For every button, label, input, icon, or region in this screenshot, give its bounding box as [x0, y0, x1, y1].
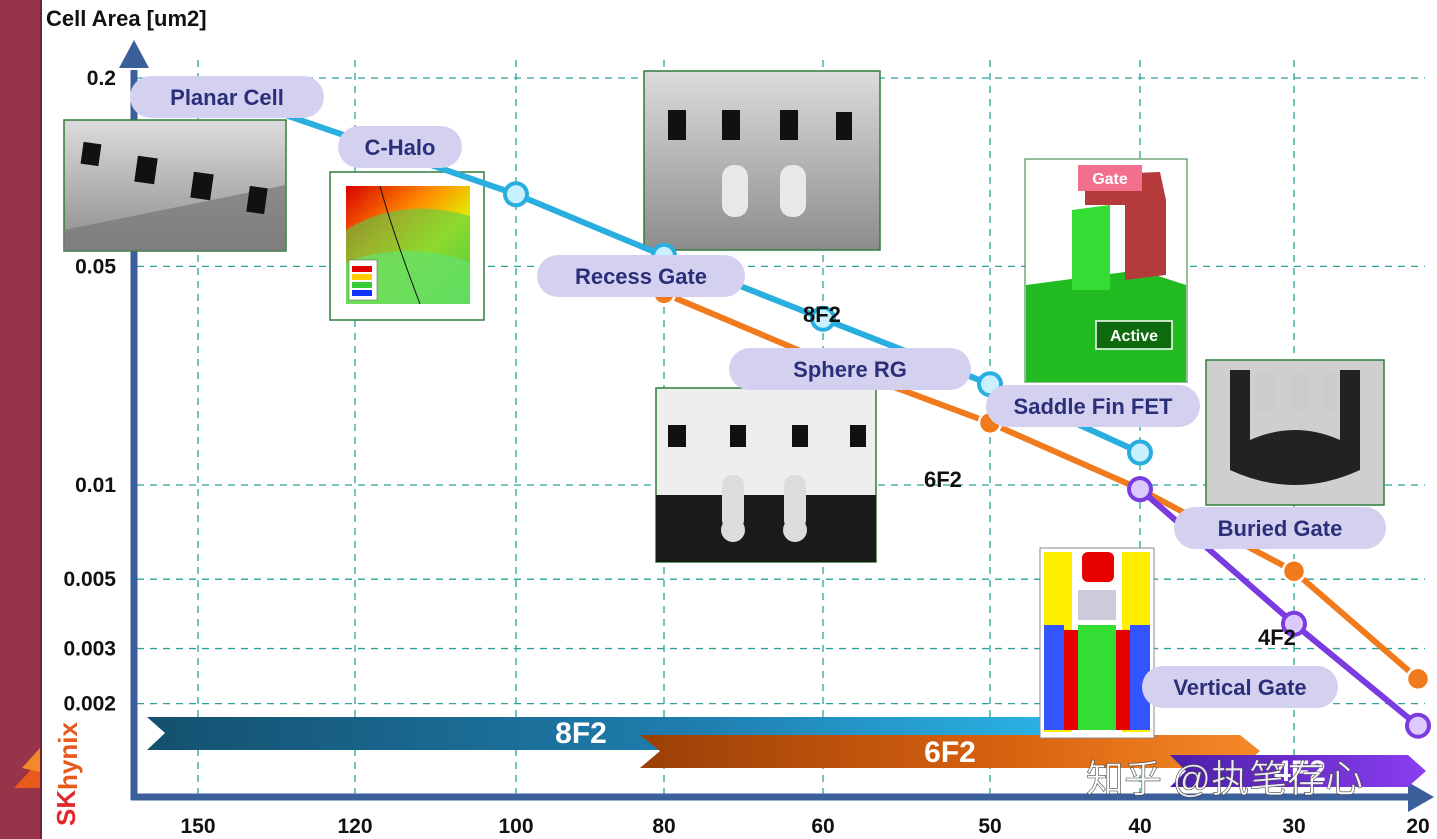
data-point-4f2 — [1281, 610, 1307, 637]
brand-hynix: hynix — [53, 722, 83, 790]
recess-gate-photo — [643, 70, 881, 251]
tech-label-sphere-rg-text: Sphere RG — [793, 357, 907, 382]
tech-label-planar-cell: Planar Cell — [130, 76, 324, 118]
tech-label-sphere-rg: Sphere RG — [729, 348, 971, 390]
data-point-4f2 — [1127, 476, 1153, 503]
x-tick-label: 60 — [811, 815, 834, 838]
tech-label-saddle-fin-fet: Saddle Fin FET — [986, 385, 1200, 427]
x-tick-label: 150 — [180, 815, 215, 838]
x-tick-label: 80 — [652, 815, 675, 838]
era-label-6f2: 6F2 — [924, 736, 976, 769]
x-tick-label: 40 — [1128, 815, 1151, 838]
sk-hynix-logo: SK hynix — [14, 722, 83, 826]
x-tick-label: 30 — [1282, 815, 1305, 838]
y-tick-label: 0.2 — [87, 67, 116, 90]
planar-cell-photo — [63, 119, 287, 252]
data-point-6f2 — [1405, 666, 1431, 692]
x-tick-labels: 150 120 100 80 60 50 40 30 20 — [180, 815, 1429, 838]
tech-label-buried-gate: Buried Gate — [1174, 507, 1386, 549]
sphere-rg-photo — [655, 387, 877, 563]
series-label-8f2: 8F2 — [803, 302, 841, 327]
series-label-4f2: 4F2 — [1258, 625, 1296, 650]
vertical-gate-simulation — [1039, 547, 1155, 739]
tech-label-recess-gate-text: Recess Gate — [575, 264, 707, 289]
tech-label-vertical-gate-text: Vertical Gate — [1173, 675, 1306, 700]
tech-label-vertical-gate: Vertical Gate — [1142, 666, 1338, 708]
era-band-6f2: 6F2 — [640, 735, 1260, 769]
y-axis-title: Cell Area [um2] — [46, 6, 207, 31]
saddle-fin-render: Gate Active — [1024, 158, 1188, 383]
tech-label-c-halo: C-Halo — [338, 126, 462, 168]
watermark: 知乎 @执笔存心 — [1086, 759, 1363, 801]
tech-label-saddle-fin-fet-text: Saddle Fin FET — [1014, 394, 1173, 419]
tech-label-planar-cell-text: Planar Cell — [170, 85, 284, 110]
data-point-8f2 — [503, 181, 529, 208]
y-tick-label: 0.002 — [63, 693, 116, 716]
data-point-4f2 — [1405, 712, 1431, 739]
tech-label-c-halo-text: C-Halo — [365, 135, 436, 160]
gate-label: Gate — [1092, 171, 1128, 188]
era-label-4f2: 4F2 — [1274, 755, 1326, 788]
c-halo-simulation — [329, 171, 485, 321]
x-tick-label: 120 — [337, 815, 372, 838]
data-point-8f2 — [810, 305, 836, 332]
buried-gate-photo — [1205, 359, 1385, 506]
brand-sk: SK — [51, 790, 81, 826]
y-tick-label: 0.005 — [63, 568, 116, 591]
data-point-8f2 — [1127, 439, 1153, 466]
y-tick-label: 0.003 — [63, 638, 116, 661]
brand-strip — [0, 0, 42, 839]
x-tick-label: 100 — [498, 815, 533, 838]
x-axis — [131, 782, 1434, 812]
era-label-8f2: 8F2 — [555, 717, 607, 750]
era-band-4f2: 4F2 — [1170, 755, 1426, 788]
y-tick-labels: 0.2 0.05 0.01 0.005 0.003 0.002 — [63, 67, 116, 716]
active-label: Active — [1110, 328, 1158, 345]
data-point-6f2 — [1281, 559, 1307, 584]
series-label-6f2: 6F2 — [924, 467, 962, 492]
y-tick-label: 0.01 — [75, 474, 116, 497]
x-tick-label: 20 — [1406, 815, 1429, 838]
x-tick-label: 50 — [978, 815, 1001, 838]
tech-label-buried-gate-text: Buried Gate — [1218, 516, 1343, 541]
tech-label-recess-gate: Recess Gate — [537, 255, 745, 297]
y-tick-label: 0.05 — [75, 255, 116, 278]
